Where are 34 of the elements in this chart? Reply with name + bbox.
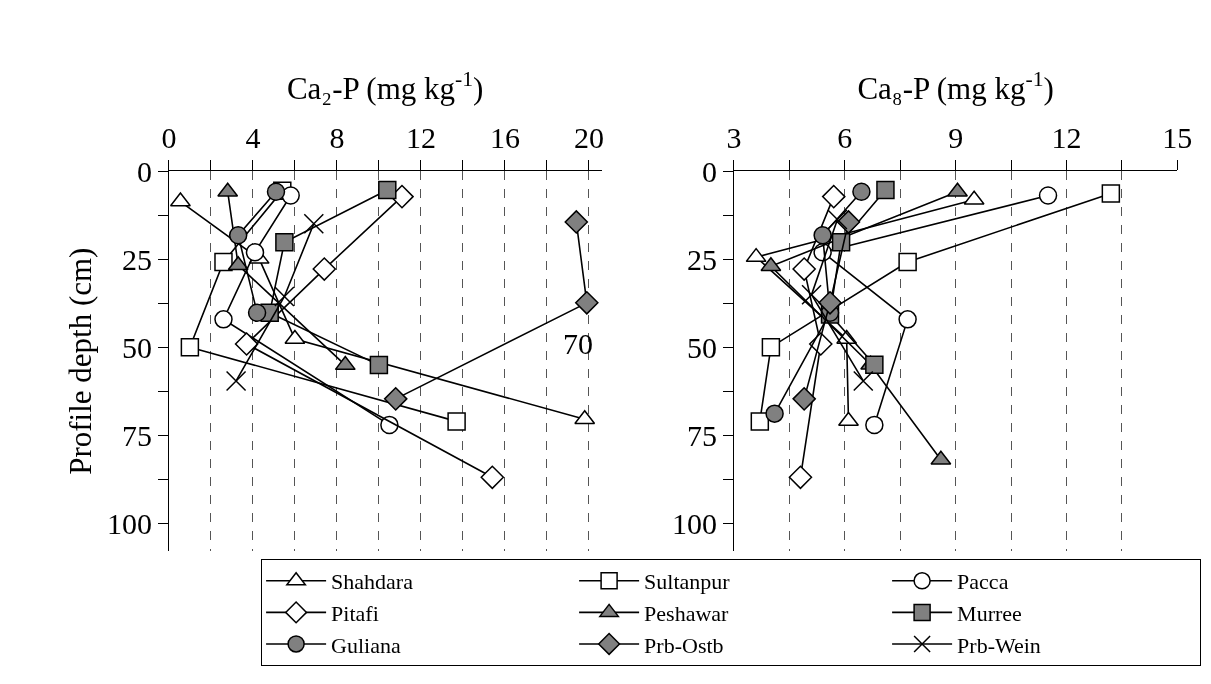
- legend-label: Pacca: [957, 569, 1009, 595]
- x-tick-label: 0: [161, 121, 177, 155]
- y-tick-label: 50: [121, 330, 152, 364]
- y-tick-label: 75: [686, 418, 717, 452]
- x-tick-label: 6: [837, 121, 853, 155]
- y-tick-label: 0: [136, 154, 152, 188]
- x-tick-label: 3: [726, 121, 742, 155]
- legend-label: Prb-Ostb: [644, 632, 724, 658]
- x-axis-title: Ca₈-P (mg kg$^{-1}$): [857, 66, 1054, 106]
- y-tick-label: 100: [106, 506, 152, 540]
- x-tick-label: 12: [1051, 121, 1082, 155]
- y-tick-label: 0: [701, 154, 717, 188]
- legend-label: Shahdara: [331, 569, 414, 595]
- legend-label: Pitafi: [331, 600, 379, 626]
- y-tick-label: 50: [686, 330, 717, 364]
- x-tick-label: 20: [573, 121, 604, 155]
- annotation: 70: [563, 327, 593, 360]
- y-tick-label: 75: [121, 418, 152, 452]
- y-tick-label: 100: [671, 506, 717, 540]
- x-tick-label: 12: [405, 121, 436, 155]
- legend-label: Prb-Wein: [957, 632, 1041, 658]
- x-tick-label: 8: [329, 121, 345, 155]
- y-tick-label: 25: [121, 242, 152, 276]
- x-tick-label: 16: [489, 121, 520, 155]
- y-tick-label: 25: [686, 242, 717, 276]
- legend-label: Guliana: [331, 632, 401, 658]
- x-tick-label: 15: [1162, 121, 1193, 155]
- x-tick-label: 9: [948, 121, 964, 155]
- legend-label: Sultanpur: [644, 569, 731, 595]
- x-tick-label: 4: [245, 121, 261, 155]
- legend-label: Peshawar: [644, 600, 730, 626]
- y-axis-title: Profile depth (cm): [62, 247, 98, 475]
- legend-label: Murree: [957, 600, 1022, 626]
- x-axis-title: Ca₂-P (mg kg$^{-1}$): [286, 66, 484, 106]
